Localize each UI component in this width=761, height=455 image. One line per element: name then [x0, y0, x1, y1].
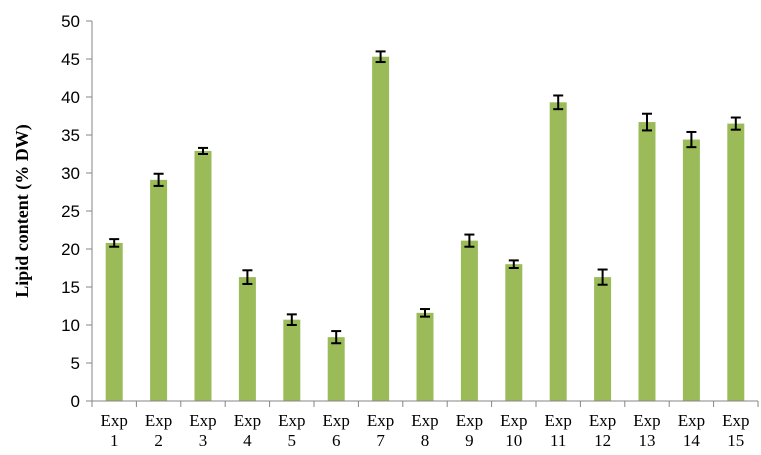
- y-tick-label: 40: [61, 88, 80, 107]
- x-axis: Exp1Exp2Exp3Exp4Exp5Exp6Exp7Exp8Exp9Exp1…: [91, 400, 759, 450]
- x-tick-label: Exp: [500, 411, 527, 430]
- x-tick-label-number: 14: [683, 431, 701, 450]
- error-bar: [642, 112, 652, 132]
- y-axis: 0 5 10 15 20 25 30 35 40 45 50: [61, 12, 93, 411]
- x-tick-label-number: 10: [505, 431, 522, 450]
- x-tick-label-number: 13: [639, 431, 656, 450]
- x-tick-label: Exp: [722, 411, 749, 430]
- x-tick-label: Exp: [189, 411, 216, 430]
- y-tick-label: 30: [61, 164, 80, 183]
- bar: [150, 179, 168, 401]
- bar: [460, 240, 478, 401]
- error-bar: [153, 172, 164, 187]
- bar: [416, 312, 434, 401]
- x-tick-label: Exp: [234, 411, 261, 430]
- y-tick-label: 50: [61, 12, 80, 31]
- y-tick-label: 0: [71, 392, 80, 411]
- bar: [505, 264, 523, 401]
- error-bar: [109, 238, 120, 248]
- x-tick-label-number: 2: [154, 431, 163, 450]
- x-tick-label: Exp: [323, 411, 350, 430]
- error-bar: [198, 146, 208, 155]
- bar: [372, 56, 390, 401]
- bars: [105, 56, 745, 401]
- bar: [682, 139, 700, 401]
- bar: [105, 242, 123, 401]
- x-tick-label: Exp: [145, 411, 172, 430]
- y-tick-label: 45: [61, 50, 80, 69]
- error-bar: [597, 268, 608, 286]
- error-bar: [286, 313, 297, 326]
- bar: [549, 102, 567, 401]
- error-bar: [420, 308, 430, 318]
- x-tick-label: Exp: [367, 411, 394, 430]
- bar: [638, 122, 656, 401]
- x-tick-label: Exp: [678, 411, 705, 430]
- x-tick-label-number: 8: [421, 431, 430, 450]
- y-tick-label: 35: [61, 126, 80, 145]
- error-bar: [331, 330, 342, 345]
- bar: [283, 319, 301, 401]
- y-tick-label: 15: [61, 278, 80, 297]
- x-tick-label-number: 11: [550, 431, 566, 450]
- error-bar: [508, 259, 519, 269]
- x-tick-label-number: 3: [199, 431, 208, 450]
- error-bar: [686, 130, 697, 149]
- x-tick-label: Exp: [411, 411, 438, 430]
- x-tick-label: Exp: [545, 411, 572, 430]
- x-tick-label-number: 9: [465, 431, 474, 450]
- error-bar: [242, 269, 253, 285]
- x-tick-label-number: 7: [376, 431, 385, 450]
- x-tick-label: Exp: [633, 411, 660, 430]
- bar: [727, 123, 745, 401]
- x-tick-label: Exp: [278, 411, 305, 430]
- y-tick-label: 25: [61, 202, 80, 221]
- bar: [238, 277, 256, 401]
- x-tick-label-number: 4: [243, 431, 252, 450]
- x-tick-label-number: 15: [727, 431, 744, 450]
- x-tick-label-number: 12: [594, 431, 611, 450]
- error-bar: [464, 233, 475, 248]
- bar: [327, 337, 345, 401]
- x-tick-label: Exp: [101, 411, 128, 430]
- y-axis-label: Lipid content (% DW): [12, 124, 33, 298]
- y-tick-label: 5: [71, 354, 80, 373]
- x-tick-label: Exp: [589, 411, 616, 430]
- error-bar: [553, 94, 564, 111]
- bar: [594, 277, 612, 401]
- bar: [194, 150, 212, 401]
- y-tick-label: 10: [61, 316, 80, 335]
- x-tick-label-number: 5: [288, 431, 297, 450]
- error-bar: [730, 116, 741, 131]
- y-tick-label: 20: [61, 240, 80, 259]
- error-bar: [375, 50, 386, 64]
- x-tick-label-number: 6: [332, 431, 341, 450]
- x-tick-label: Exp: [456, 411, 483, 430]
- error-bars: [109, 50, 741, 345]
- x-tick-label-number: 1: [110, 431, 119, 450]
